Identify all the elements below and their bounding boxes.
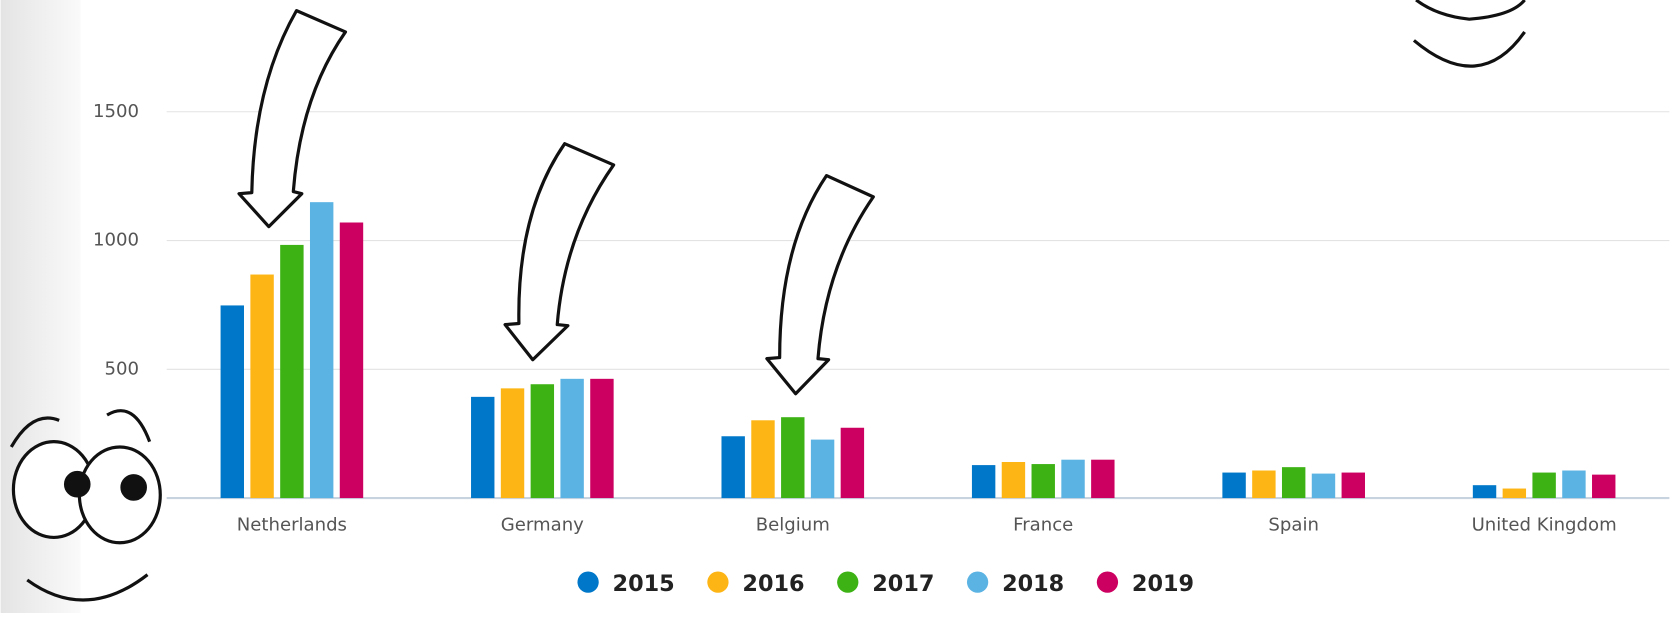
bar xyxy=(972,465,995,498)
plot-area: 500 1000 1500 Netherlands Germany Belgium Fran… xyxy=(93,101,1669,597)
bar xyxy=(1061,460,1084,498)
bar xyxy=(1342,473,1365,498)
legend-marker xyxy=(577,571,598,592)
legend-marker xyxy=(967,571,988,592)
legend-marker xyxy=(707,571,728,592)
x-tick-label: Belgium xyxy=(756,515,830,536)
bar xyxy=(1532,473,1555,498)
y-tick-label: 1500 xyxy=(93,101,139,122)
arrow xyxy=(505,144,614,360)
bar xyxy=(841,428,864,498)
y-tick-label: 1000 xyxy=(93,230,139,251)
x-tick-label: France xyxy=(1013,515,1073,536)
page: 500 1000 1500 Netherlands Germany Belgium Fran… xyxy=(0,0,1670,613)
bar xyxy=(531,384,554,498)
legend-label[interactable]: 2017 xyxy=(872,571,934,597)
decorations xyxy=(11,0,1524,600)
x-tick-label: Germany xyxy=(501,515,584,536)
x-tick-label: United Kingdom xyxy=(1472,515,1617,536)
legend-marker xyxy=(1097,571,1118,592)
x-tick-label: Spain xyxy=(1268,515,1319,536)
bar xyxy=(1592,475,1615,498)
bar xyxy=(221,305,244,498)
y-tick-label: 500 xyxy=(104,358,139,379)
face xyxy=(79,447,160,543)
bar xyxy=(250,275,273,499)
bar xyxy=(721,436,744,498)
bar xyxy=(1032,464,1055,498)
bar xyxy=(340,223,363,499)
bar xyxy=(560,379,583,498)
arrow xyxy=(767,176,873,394)
bar xyxy=(1222,473,1245,498)
bar xyxy=(1473,485,1496,498)
face xyxy=(1414,32,1525,66)
bar xyxy=(1252,471,1275,499)
bar xyxy=(471,397,494,498)
face xyxy=(66,473,89,496)
legend-label[interactable]: 2019 xyxy=(1132,571,1194,597)
bar xyxy=(1091,460,1114,498)
legend-marker xyxy=(837,571,858,592)
bar xyxy=(280,245,303,498)
bar xyxy=(1562,471,1585,499)
legend-label[interactable]: 2018 xyxy=(1002,571,1064,597)
bar xyxy=(1002,462,1025,498)
arrow xyxy=(239,11,345,227)
legend-label[interactable]: 2016 xyxy=(742,571,804,597)
bar xyxy=(1312,474,1335,498)
face xyxy=(1416,0,1525,19)
bar xyxy=(1503,489,1526,499)
bar xyxy=(811,440,834,498)
bar xyxy=(1282,467,1305,498)
bar xyxy=(590,379,613,498)
face xyxy=(122,476,145,499)
bar xyxy=(751,420,774,498)
bar xyxy=(501,388,524,498)
x-tick-label: Netherlands xyxy=(237,515,347,536)
chart: 500 1000 1500 Netherlands Germany Belgium Fran… xyxy=(0,0,1670,613)
bar xyxy=(781,417,804,498)
bar xyxy=(310,202,333,498)
legend-label[interactable]: 2015 xyxy=(613,571,675,597)
